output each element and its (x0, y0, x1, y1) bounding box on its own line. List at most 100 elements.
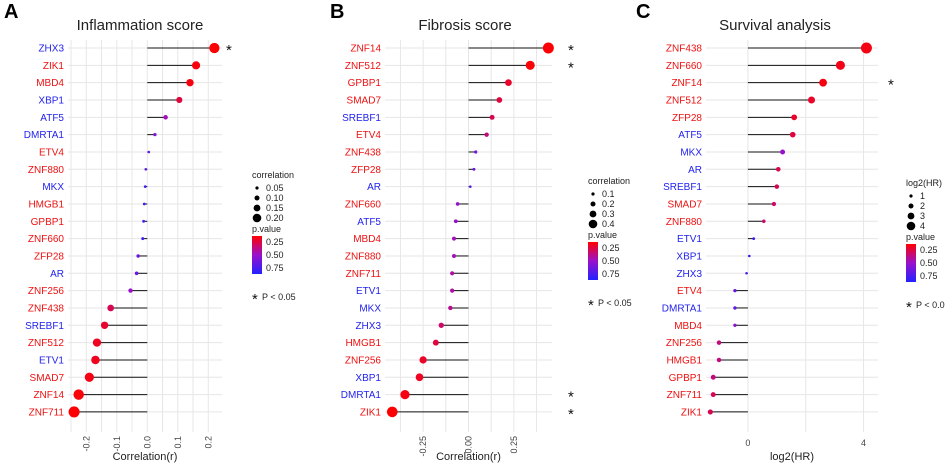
legend-size-dot (909, 194, 913, 198)
gene-label: SREBF1 (25, 321, 64, 332)
gene-label: MBD4 (36, 78, 64, 89)
legend-sig-note: P < 0.05 (916, 300, 945, 310)
gene-label: XBP1 (355, 373, 381, 384)
significance-star: * (568, 59, 574, 76)
legend-size-dot (252, 213, 262, 223)
gene-label: MBD4 (674, 321, 702, 332)
legend-size-dot (588, 219, 598, 229)
lollipop-point (455, 202, 460, 206)
legend-size-label: 4 (920, 221, 925, 231)
gene-label: GPBP1 (31, 217, 65, 228)
panel-b: B Fibrosis score ZNF14 ZNF512 GPBP1 SMAD7 SREB… (330, 1, 632, 463)
lollipop-point (496, 97, 503, 103)
lollipop-point (771, 201, 777, 207)
gene-label: HMGB1 (666, 355, 702, 366)
lollipop-point (144, 168, 148, 171)
gene-label: ZNF438 (345, 147, 382, 158)
legend-size-label: 0.1 (602, 189, 615, 199)
legend-size-dot (255, 186, 259, 190)
legend: correlation 0.10.20.30.4p.value 0.25 0.50 0.… (588, 176, 632, 314)
lollipop-point (163, 115, 168, 120)
x-axis-label: Correlation(r) (113, 451, 178, 463)
lollipop-point (505, 79, 512, 87)
gene-label: SMAD7 (30, 373, 65, 384)
legend-color-title: p.value (906, 232, 935, 242)
gene-label: ZIK1 (360, 407, 382, 418)
lollipop-point (733, 323, 737, 327)
legend-color-label: 0.50 (602, 256, 620, 266)
gene-label: MKX (680, 147, 702, 158)
lollipop-point (419, 356, 427, 364)
legend-color-label: 0.25 (602, 243, 620, 253)
legend-color-label: 0.25 (920, 245, 938, 255)
legend-size-label: 0.10 (266, 193, 284, 203)
gene-label: ETV1 (39, 355, 64, 366)
lollipop-point (752, 237, 756, 241)
lollipop-point (789, 131, 796, 138)
lollipop-point (451, 236, 456, 241)
lollipop-point (128, 288, 133, 293)
lollipop-point (141, 237, 145, 241)
legend-size-dot (906, 221, 916, 231)
significance-star: * (888, 77, 894, 94)
lollipop-point (791, 114, 798, 121)
lollipop-point (176, 96, 183, 104)
legend-star-icon: * (906, 299, 912, 316)
lollipop-point (386, 406, 398, 418)
gene-label: HMGB1 (28, 199, 64, 210)
gene-label: ZNF512 (28, 338, 65, 349)
gene-label: ZFP28 (672, 113, 702, 124)
lollipop-point (716, 340, 722, 345)
gene-label: SMAD7 (668, 199, 703, 210)
gene-label: ETV4 (356, 130, 381, 141)
lollipop-point (209, 42, 220, 54)
legend-color-title: p.value (588, 230, 617, 240)
legend: correlation 0.050.100.150.20p.value 0.25 0.… (252, 170, 296, 308)
panel-label: A (4, 1, 18, 23)
gene-label: MKX (359, 303, 381, 314)
lollipop-point (710, 392, 716, 398)
legend-size-label: 2 (920, 201, 925, 211)
gene-label: GPBP1 (669, 373, 703, 384)
legend-size-label: 3 (920, 211, 925, 221)
legend-color-label: 0.75 (266, 263, 284, 273)
lollipop-point (525, 60, 535, 70)
lollipop-point (484, 132, 489, 137)
lollipop-point (835, 60, 845, 70)
legend-color-title: p.value (252, 224, 281, 234)
legend-colorbar (906, 244, 916, 282)
panel-a: A Inflammation score ZHX3 ZIK1 MBD4 XBP1 ATF5 D… (4, 1, 296, 463)
lollipop-point (450, 271, 455, 276)
lollipop-point (142, 219, 146, 223)
lollipop-point (153, 133, 157, 137)
legend-size-label: 0.20 (266, 213, 284, 223)
gene-label: GPBP1 (348, 78, 382, 89)
gene-label: ZHX3 (38, 44, 64, 55)
x-tick-label: -0.2 (81, 436, 91, 452)
lollipop-point (438, 322, 444, 328)
legend-size-dot (908, 203, 914, 209)
lollipop-point (474, 150, 478, 154)
significance-star: * (226, 42, 232, 59)
legend-size-dot (590, 201, 596, 207)
gene-label: ZIK1 (681, 407, 703, 418)
gene-label: MBD4 (353, 234, 381, 245)
gene-label: ZNF438 (666, 44, 703, 55)
significance-star: * (568, 42, 574, 59)
lollipop-point (451, 253, 456, 258)
gene-label: ETV1 (356, 286, 381, 297)
legend-colorbar (588, 242, 598, 280)
x-tick-label: 0.00 (464, 436, 474, 454)
legend-size-dot (253, 204, 261, 212)
lollipop-point (489, 114, 495, 120)
gene-label: XBP1 (38, 95, 64, 106)
legend-size-title: correlation (588, 176, 630, 186)
gene-label: ZNF14 (350, 44, 381, 55)
gene-label: ATF5 (357, 217, 381, 228)
lollipop-point (745, 272, 748, 275)
lollipop-point (107, 304, 115, 312)
lollipop-point (453, 219, 458, 224)
x-tick-label: -0.1 (112, 436, 122, 452)
x-tick-label: 0.0 (142, 436, 152, 449)
gene-label: ZNF660 (345, 199, 382, 210)
